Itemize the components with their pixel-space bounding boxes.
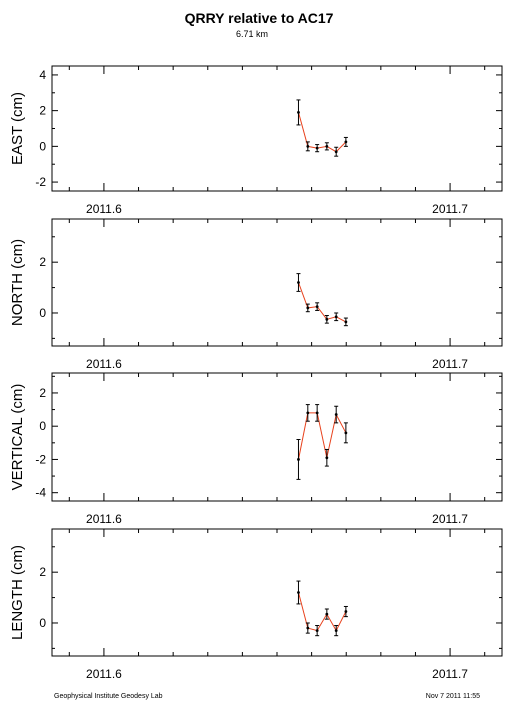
- data-point: [315, 305, 319, 309]
- panel-3: -4 -2 0 2 2011.6 2011.7 VERTICAL (cm): [9, 372, 503, 526]
- data-point: [344, 431, 348, 435]
- chart-title: QRRY relative to AC17: [185, 10, 334, 26]
- data-point: [325, 456, 329, 460]
- series-line: [298, 412, 347, 460]
- x-tick-label: 2011.6: [86, 512, 122, 526]
- plot-frame: [51, 65, 503, 192]
- data-point: [325, 144, 329, 148]
- x-tick-label: 2011.6: [86, 357, 122, 371]
- data-point: [315, 146, 319, 150]
- data-point: [334, 413, 338, 416]
- footer-credit: Geophysical Institute Geodesy Lab: [54, 693, 163, 700]
- data-point: [334, 315, 338, 319]
- y-tick-label: -2: [35, 452, 46, 466]
- plot-frame: [51, 528, 503, 657]
- y-tick-label: 2: [39, 565, 46, 579]
- y-tick-label: 0: [39, 139, 46, 153]
- data-point: [325, 317, 329, 321]
- y-axis-label: NORTH (cm): [9, 239, 26, 326]
- series-line: [298, 592, 347, 632]
- y-axis-label: LENGTH (cm): [9, 545, 26, 640]
- data-point: [297, 111, 300, 114]
- chart-subtitle: 6.71 km: [236, 29, 268, 39]
- panel-2: 0 2 2011.6 2011.7 NORTH (cm): [9, 218, 503, 371]
- series-line: [298, 282, 347, 323]
- panel-4: 0 2 2011.6 2011.7 LENGTH (cm): [9, 528, 503, 681]
- data-point: [297, 458, 300, 461]
- y-tick-label: 0: [39, 306, 46, 320]
- data-point: [315, 629, 319, 632]
- y-tick-label: 0: [39, 616, 46, 630]
- y-axis-label: VERTICAL (cm): [9, 384, 26, 491]
- series-line: [298, 112, 347, 153]
- data-point: [306, 626, 310, 630]
- footer-timestamp: Nov 7 2011 11:55: [426, 693, 480, 700]
- y-axis-label: EAST (cm): [9, 92, 26, 165]
- x-tick-label: 2011.7: [432, 667, 468, 681]
- x-tick-label: 2011.7: [432, 512, 468, 526]
- x-tick-label: 2011.7: [432, 357, 468, 371]
- data-point: [344, 140, 348, 144]
- data-point: [325, 612, 329, 616]
- data-point: [306, 411, 310, 415]
- plot-frame: [51, 218, 503, 347]
- data-point: [344, 610, 348, 613]
- data-point: [334, 629, 338, 632]
- x-tick-label: 2011.6: [86, 667, 122, 681]
- plot-frame: [51, 372, 503, 502]
- x-tick-label: 2011.7: [432, 202, 468, 216]
- y-tick-label: 0: [39, 419, 46, 433]
- data-point: [297, 281, 300, 284]
- data-point: [315, 411, 319, 415]
- y-tick-label: 2: [39, 104, 46, 118]
- x-tick-label: 2011.6: [86, 202, 122, 216]
- data-point: [344, 320, 348, 324]
- data-point: [306, 306, 310, 310]
- y-tick-label: 4: [39, 68, 46, 82]
- data-point: [306, 144, 310, 148]
- y-tick-label: -2: [35, 175, 46, 189]
- panels: -2 0 2 4 2011.6 2011.7 EAST (cm) 0 2 2011.6 2011.7…: [9, 65, 503, 681]
- y-tick-label: 2: [39, 386, 46, 400]
- data-point: [297, 591, 300, 594]
- y-tick-label: -4: [35, 486, 46, 500]
- panel-1: -2 0 2 4 2011.6 2011.7 EAST (cm): [9, 65, 503, 216]
- y-tick-label: 2: [39, 255, 46, 269]
- data-point: [334, 150, 338, 154]
